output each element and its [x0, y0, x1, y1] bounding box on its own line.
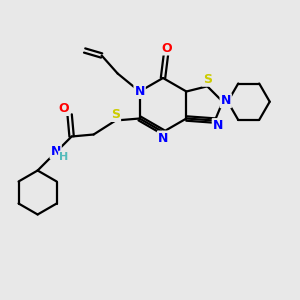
Text: N: N	[50, 145, 61, 158]
Text: H: H	[59, 152, 68, 161]
Text: N: N	[158, 131, 168, 145]
Text: O: O	[162, 41, 172, 55]
Text: N: N	[213, 119, 223, 132]
Text: N: N	[134, 85, 145, 98]
Text: O: O	[58, 102, 69, 115]
Text: N: N	[220, 94, 231, 107]
Text: S: S	[203, 73, 212, 86]
Text: S: S	[111, 108, 120, 121]
